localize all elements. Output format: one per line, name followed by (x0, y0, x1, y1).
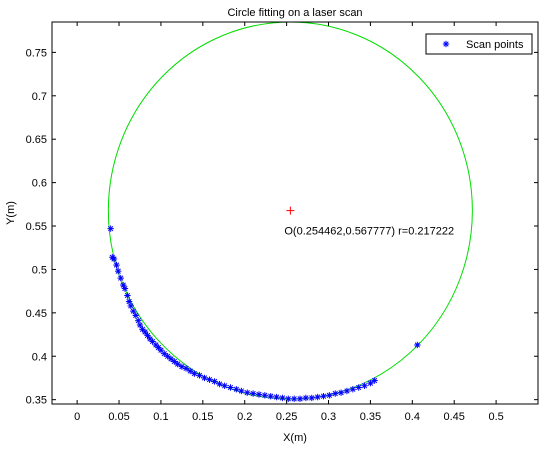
y-tick-label: 0.35 (26, 395, 47, 407)
scan-point (117, 274, 124, 282)
scan-point (174, 360, 181, 368)
y-tick-label: 0.45 (26, 308, 47, 320)
scan-point (132, 312, 139, 319)
scan-point (326, 392, 333, 399)
scan-point (196, 372, 203, 379)
x-tick-label: 0.1 (153, 411, 168, 423)
scan-point (308, 394, 315, 402)
scan-point (157, 346, 165, 354)
plot-background (52, 22, 538, 404)
scan-point (201, 374, 208, 382)
scan-point (171, 358, 178, 365)
scan-point (149, 338, 156, 345)
x-tick-label: 0.2 (237, 411, 252, 423)
x-tick-label: 0.15 (192, 411, 213, 423)
scan-point (161, 350, 168, 357)
y-tick-label: 0.4 (32, 351, 47, 363)
scan-point (121, 285, 129, 292)
scan-point (244, 389, 251, 396)
y-tick-label: 0.7 (32, 91, 47, 103)
x-tick-label: 0.05 (108, 411, 129, 423)
x-tick-label: 0.35 (360, 411, 381, 423)
scan-points (107, 225, 421, 402)
scan-point (227, 384, 234, 391)
scan-point (206, 376, 213, 383)
scan-point (249, 390, 257, 397)
scan-point (349, 386, 357, 393)
scan-point (290, 395, 298, 402)
circle-center-marker (286, 206, 295, 215)
scan-point (130, 307, 137, 315)
scan-point (233, 386, 240, 393)
scan-point (255, 391, 263, 398)
scan-point (367, 379, 374, 387)
y-tick-label: 0.55 (26, 221, 47, 233)
scan-point (110, 255, 118, 263)
circle-annotation: O(0.254462,0.567777) r=0.217222 (284, 226, 454, 238)
x-axis-label: X(m) (283, 432, 307, 444)
chart-title: Circle fitting on a laser scan (227, 7, 362, 19)
scan-point (141, 328, 149, 336)
y-tick-label: 0.6 (32, 178, 47, 190)
scan-point (361, 382, 368, 389)
scan-point (167, 355, 175, 363)
y-tick-label: 0.5 (32, 264, 47, 276)
scan-point (187, 367, 194, 375)
legend-marker (442, 40, 450, 48)
legend-entry: Scan points (466, 39, 524, 51)
x-tick-label: 0.25 (276, 411, 297, 423)
scan-point (414, 341, 421, 349)
scan-point (314, 393, 321, 401)
x-tick-label: 0.4 (405, 411, 420, 423)
scan-point (144, 332, 151, 339)
scan-point (216, 380, 223, 388)
scan-point (267, 392, 274, 400)
scan-point (273, 393, 280, 401)
scan-point (107, 225, 114, 232)
scan-point (136, 321, 144, 329)
scan-point (114, 267, 122, 275)
scan-point (320, 392, 327, 400)
scan-point (124, 292, 131, 299)
scan-point (285, 395, 292, 402)
scan-point (238, 387, 245, 395)
scan-point (164, 353, 171, 360)
x-tick-label: 0.45 (443, 411, 464, 423)
x-tick-label: 0 (74, 411, 80, 423)
y-tick-label: 0.75 (26, 47, 47, 59)
x-tick-label: 0.5 (488, 411, 503, 423)
legend-box (425, 33, 533, 55)
legend: Scan points (425, 33, 533, 55)
scan-point (343, 387, 351, 395)
y-axis-label: Y(m) (5, 201, 17, 225)
plot-area: O(0.254462,0.567777) r=0.217222 0 0.05 0.1 0… (26, 21, 539, 423)
y-tick-label: 0.65 (26, 134, 47, 146)
scan-point (296, 395, 304, 402)
scan-point (279, 394, 286, 402)
scan-point (113, 261, 120, 269)
scan-point (332, 390, 339, 397)
scan-point (261, 392, 269, 399)
scan-point (127, 302, 134, 310)
scan-point (191, 370, 198, 377)
x-tick-label: 0.3 (321, 411, 336, 423)
scan-point (337, 389, 345, 396)
scan-point (355, 384, 362, 391)
scan-point (211, 378, 218, 385)
scan-point (182, 365, 190, 372)
scan-point (302, 394, 310, 402)
scan-point (371, 377, 378, 384)
axes-box (51, 21, 539, 405)
scan-point (221, 382, 228, 389)
